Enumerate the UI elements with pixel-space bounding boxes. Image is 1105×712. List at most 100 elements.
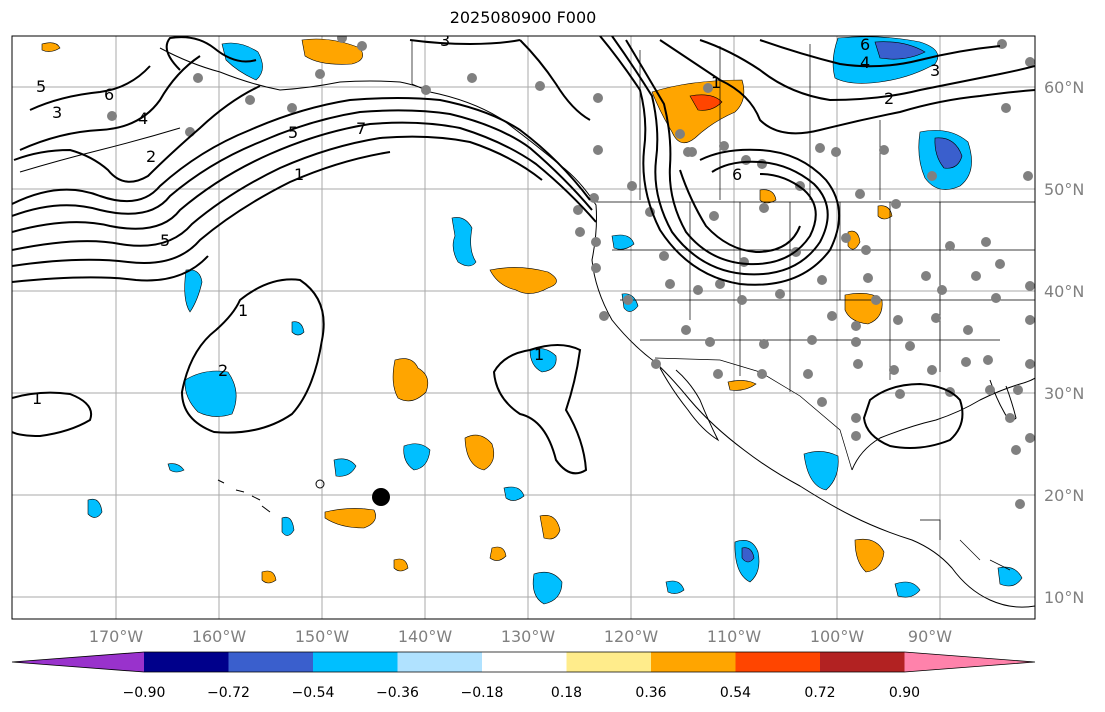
lon-label: 150°W [295, 627, 350, 646]
anomaly-patch-negative [874, 41, 926, 60]
contour-line [519, 39, 591, 121]
contour-label: 4 [138, 109, 148, 128]
anomaly-patch-negative [503, 486, 525, 501]
contour-line [12, 121, 597, 233]
anomaly-patch-negative [803, 451, 839, 491]
anomaly-patch-negative [167, 463, 185, 473]
contour-label: 3 [52, 103, 62, 122]
colorbar-extend-high [904, 652, 1035, 672]
anomaly-patch-negative [87, 498, 103, 518]
contour-line [29, 65, 151, 111]
anomaly-patch-positive [847, 230, 861, 250]
contour-line [409, 39, 521, 46]
anomaly-patch-strong-positive [689, 94, 723, 111]
contour-line [659, 39, 1035, 135]
anomaly-patch-positive [301, 38, 363, 65]
anomaly-patch-positive [464, 434, 495, 471]
colorbar-segment [566, 652, 651, 672]
anomaly-patch-positive [651, 79, 745, 144]
gulf-of-mexico-coastline [851, 377, 1035, 471]
map-title: 2025080900 F000 [449, 8, 597, 27]
contour-label: 3 [930, 61, 940, 80]
anomaly-patch-positive [392, 358, 429, 402]
anomaly-patch-positive [727, 380, 757, 391]
hawaiian-islands [217, 479, 325, 513]
contour-label: 6 [732, 165, 742, 184]
lat-label: 30°N [1044, 384, 1084, 403]
anomaly-patch-negative [529, 348, 557, 373]
baja-california-coastline [659, 367, 720, 442]
contour-line [12, 109, 593, 217]
contour-label: 5 [36, 77, 46, 96]
colorbar-tick: 0.90 [889, 685, 920, 701]
colorbar-segment [735, 652, 820, 672]
contour-line [165, 36, 257, 71]
anomaly-patch-negative [333, 458, 357, 477]
contour-label: 5 [160, 231, 170, 250]
contour-line [12, 97, 591, 205]
anomaly-patch-negative [997, 566, 1023, 587]
lon-label: 170°W [89, 627, 144, 646]
contour-line [180, 278, 325, 434]
lat-label: 60°N [1044, 78, 1084, 97]
lon-label: 160°W [192, 627, 247, 646]
anomaly-patch-negative [532, 571, 563, 605]
shaded-anomaly-fields [41, 36, 1023, 605]
colorbar-segment [144, 652, 229, 672]
contour-label: 6 [104, 85, 114, 104]
contour-label: 7 [356, 119, 366, 138]
map-frame [12, 36, 1035, 619]
latitude-labels: 60°N 50°N 40°N 30°N 20°N 10°N [1044, 78, 1084, 607]
anomaly-patch-negative [184, 269, 203, 313]
colorbar-segment [228, 652, 313, 672]
contour-label: 1 [711, 73, 721, 92]
longitude-labels: 170°W 160°W 150°W 140°W 130°W 120°W 110°… [89, 627, 952, 646]
tropical-system-marker [372, 488, 390, 506]
lon-label: 110°W [707, 627, 762, 646]
contour-line [13, 85, 261, 183]
contour-line [492, 344, 588, 475]
lat-label: 20°N [1044, 486, 1084, 505]
anomaly-patch-positive [877, 205, 893, 220]
anomaly-patch-negative [894, 581, 921, 598]
contour-labels: 5 3 6 4 2 7 1 1 2 1 6 1 2 3 4 6 5 3 5 1 [32, 36, 940, 408]
colorbar-tick: 0.72 [804, 685, 835, 701]
anomaly-patch-positive [539, 515, 561, 540]
lat-label: 40°N [1044, 282, 1084, 301]
anomaly-patch-negative [611, 234, 635, 250]
contour-line [679, 169, 801, 254]
colorbar [11, 651, 1036, 673]
colorbar-segment [482, 652, 567, 672]
colorbar-tick: 0.54 [720, 685, 751, 701]
colorbar-tick: 0.18 [551, 685, 582, 701]
colorbar-tick: −0.90 [123, 685, 166, 701]
colorbar-ticks: −0.90 −0.72 −0.54 −0.36 −0.18 0.18 0.36 … [123, 685, 921, 701]
contour-lines [12, 36, 1035, 475]
contour-line [19, 55, 201, 151]
contour-label: 1 [294, 165, 304, 184]
lon-label: 130°W [501, 627, 556, 646]
anomaly-patch-negative [451, 217, 477, 267]
anomaly-patch-strong-negative [934, 137, 963, 169]
colorbar-segment [651, 652, 736, 672]
contour-label: 2 [218, 361, 228, 380]
north-america-coastline [429, 91, 1035, 608]
coastlines [19, 47, 1035, 608]
anomaly-patch-negative [281, 516, 295, 536]
contour-label: 2 [146, 147, 156, 166]
contour-label: 5 [288, 123, 298, 142]
anomaly-patch-negative [184, 370, 237, 417]
contour-label: 1 [238, 301, 248, 320]
central-america-borders [920, 519, 1011, 571]
colorbar-segment [397, 652, 482, 672]
lon-label: 120°W [604, 627, 659, 646]
colorbar-tick: −0.54 [292, 685, 335, 701]
contour-line [12, 151, 391, 267]
contour-line [12, 135, 543, 251]
contour-label: 2 [884, 89, 894, 108]
anomaly-patch-positive [393, 558, 409, 572]
anomaly-patch-positive [41, 42, 61, 52]
alaska-coastline [159, 47, 431, 93]
anomaly-patch-negative [403, 443, 431, 471]
